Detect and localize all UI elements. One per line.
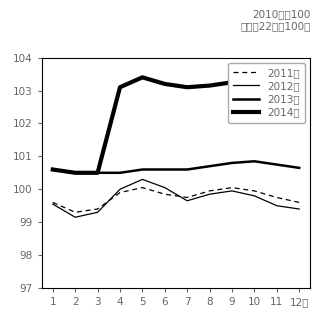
Legend: 2011年, 2012年, 2013年, 2014年: 2011年, 2012年, 2013年, 2014年	[228, 63, 305, 123]
Text: 2010年＝100
（平成22年＝100）: 2010年＝100 （平成22年＝100）	[240, 10, 310, 31]
